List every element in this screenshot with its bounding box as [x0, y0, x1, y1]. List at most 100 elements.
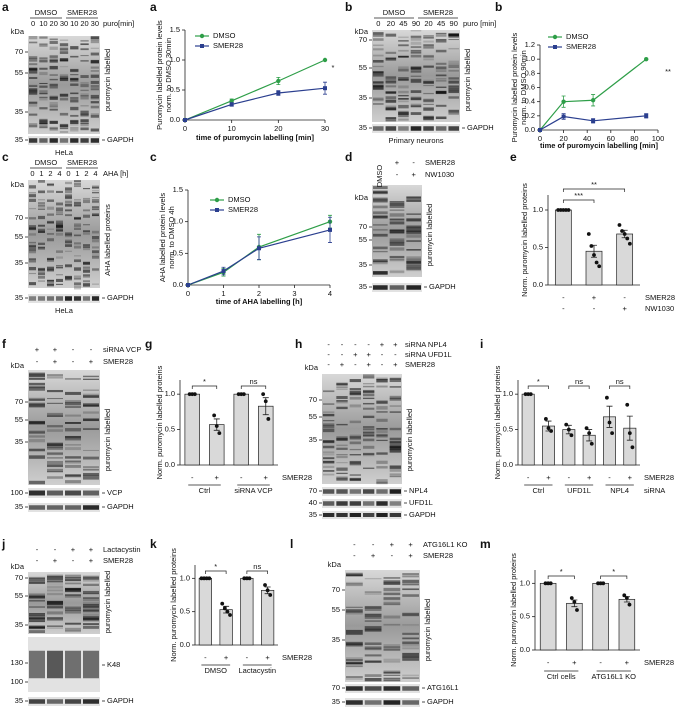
marker-label: 35 — [15, 696, 23, 705]
blot-label: GAPDH — [427, 697, 454, 706]
blot-band — [373, 44, 384, 47]
blot-band — [373, 199, 388, 203]
blot-band — [90, 97, 99, 99]
bar — [233, 393, 249, 466]
lane-label: SMER28 — [423, 8, 453, 17]
blot-band — [80, 113, 89, 117]
blot-band — [47, 582, 63, 586]
blot-band — [38, 230, 45, 233]
y-tick-label: 1.0 — [173, 217, 183, 226]
blot-band — [435, 116, 447, 120]
marker-label: 55 — [15, 68, 23, 77]
blot-band — [47, 611, 63, 615]
blot-band — [410, 75, 422, 77]
lane-label: - — [72, 357, 75, 366]
blot-band — [80, 75, 89, 79]
condition-mark: - — [204, 653, 207, 662]
panel-letter: i — [480, 337, 483, 351]
blot-band — [65, 650, 81, 679]
blot-band — [389, 255, 405, 258]
blot-band — [83, 597, 99, 599]
blot-label: puromycin labelled — [405, 409, 414, 472]
condition-mark: + — [587, 473, 592, 482]
lane-label: 1 — [39, 169, 43, 178]
blot-band — [398, 66, 409, 69]
blot-band — [385, 107, 397, 111]
blot-band — [74, 242, 81, 244]
blot-band — [336, 383, 348, 385]
blot-band — [398, 55, 409, 58]
blot-band — [65, 461, 81, 464]
blot-band — [406, 256, 421, 260]
blot-band — [83, 592, 99, 595]
lane-label: + — [89, 556, 94, 565]
marker-label: 55 — [359, 63, 367, 72]
blot-band — [92, 186, 99, 189]
lane-label: - — [381, 360, 384, 369]
marker-label: 55 — [15, 232, 23, 241]
blot-band — [389, 285, 405, 290]
y-tick-label: 0.5 — [165, 425, 175, 434]
condition-mark: + — [265, 653, 270, 662]
blot-band — [364, 607, 382, 609]
blot-band — [65, 296, 72, 301]
blot-band — [336, 453, 348, 456]
blot-band — [336, 475, 348, 480]
panel-letter: l — [290, 537, 293, 551]
blot-band — [74, 259, 81, 263]
blot-band — [59, 76, 69, 80]
data-point — [617, 223, 622, 227]
blot-band — [448, 90, 459, 94]
panel-letter: h — [295, 337, 302, 351]
blot-band — [59, 58, 69, 62]
blot-band — [385, 126, 397, 131]
blot-band — [336, 436, 348, 438]
blot-band — [373, 261, 388, 263]
blot-band — [29, 85, 38, 87]
blot-band — [402, 624, 419, 626]
data-point — [222, 606, 227, 611]
blot-band — [47, 199, 54, 202]
data-point — [566, 208, 571, 212]
blot-band — [29, 247, 36, 251]
blot-band — [38, 296, 45, 301]
blot-band — [323, 457, 335, 460]
blot-band — [410, 46, 422, 48]
row-name: NW1030 — [425, 170, 454, 179]
row-name: siRNA NPL4 — [405, 340, 447, 349]
data-point — [202, 576, 206, 581]
blot-band — [47, 283, 54, 287]
blot-band — [423, 126, 434, 131]
blot-band — [65, 439, 81, 441]
blot-band — [398, 85, 409, 89]
blot-band — [373, 60, 384, 63]
blot-band — [346, 572, 363, 576]
blot-band — [349, 477, 361, 480]
marker-label: 70 — [332, 585, 340, 594]
data-point — [241, 392, 246, 397]
blot-band — [29, 41, 38, 44]
blot-band — [323, 489, 335, 494]
blot-band — [29, 599, 45, 602]
blot-band — [364, 646, 382, 650]
blot-band — [410, 35, 422, 38]
blot-band — [435, 70, 447, 72]
blot-band — [349, 454, 361, 456]
blot-band — [383, 596, 401, 600]
blot-band — [47, 269, 54, 272]
row-name: Lactacystin — [103, 545, 141, 554]
blot-band — [80, 110, 89, 114]
blot-band — [323, 501, 335, 506]
blot-band — [92, 214, 99, 217]
blot-band — [336, 472, 348, 475]
blot-band — [90, 129, 99, 132]
blot-band — [65, 607, 81, 611]
blot-band — [435, 91, 447, 95]
blot-band — [364, 677, 382, 682]
x-tick-label: 2 — [257, 289, 261, 298]
x-tick-label: 30 — [321, 124, 329, 133]
blot-band — [349, 436, 361, 440]
unit-label: kDa — [11, 361, 25, 370]
blot-band — [373, 74, 384, 77]
blot-band — [92, 201, 99, 204]
